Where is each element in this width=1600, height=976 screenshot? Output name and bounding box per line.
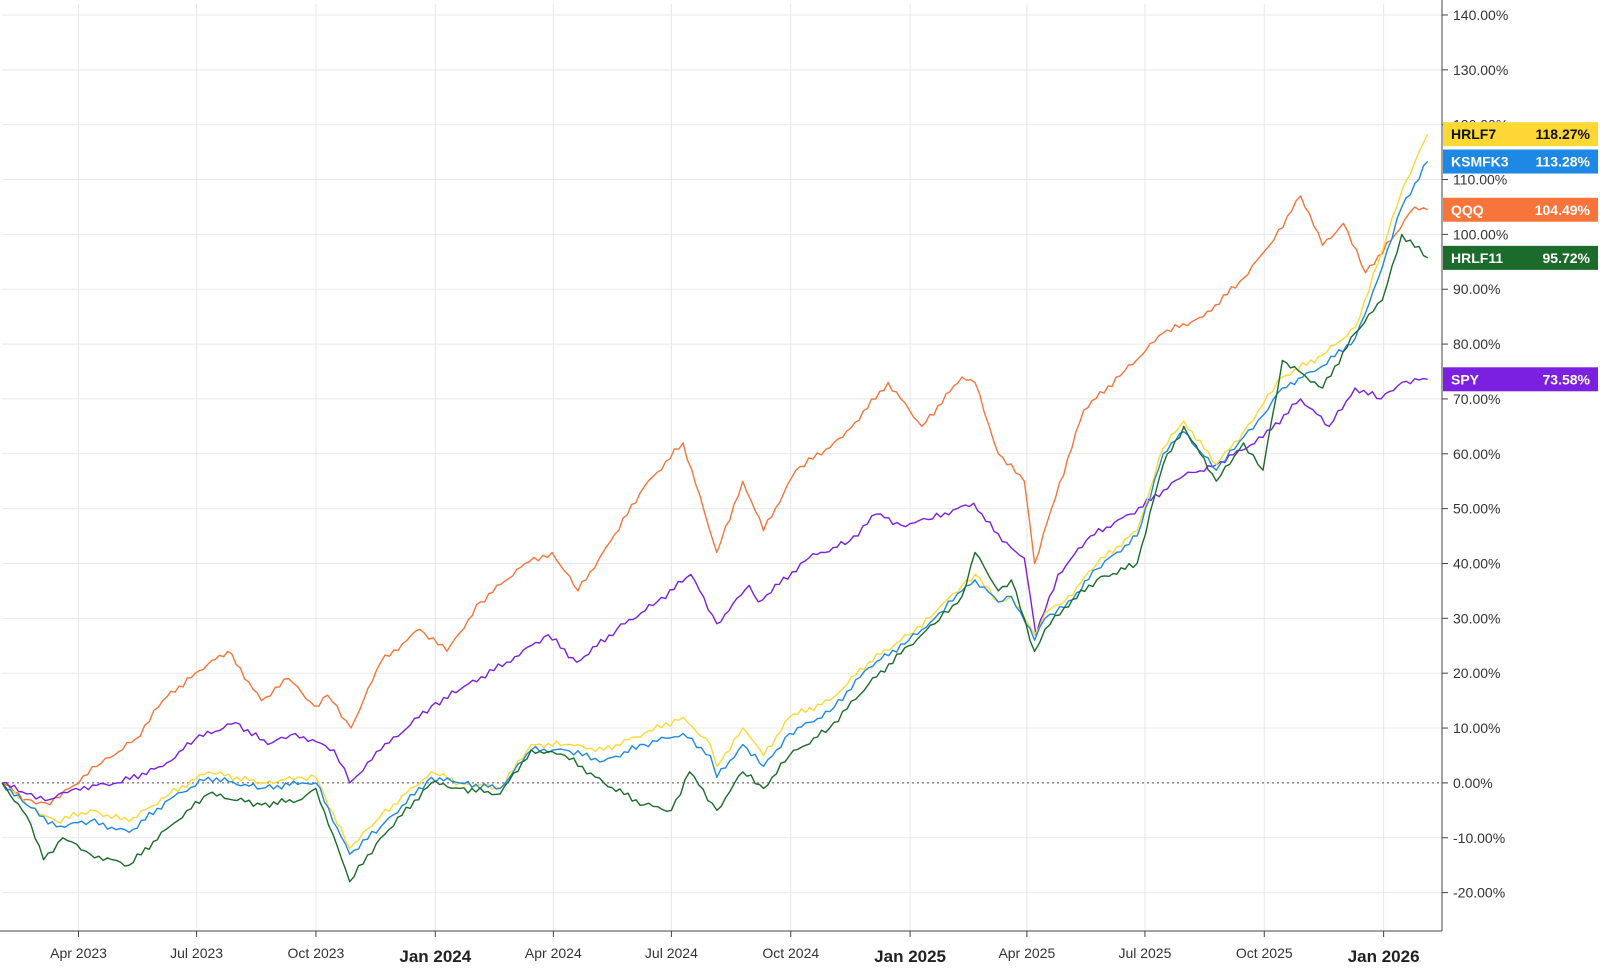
y-tick-label: 140.00% [1453, 7, 1508, 23]
series-line-qqq [1, 195, 1428, 806]
badge-background [1443, 245, 1598, 270]
badge-background [1443, 149, 1598, 174]
badge-background [1443, 367, 1598, 392]
y-tick-label: 130.00% [1453, 62, 1508, 78]
badge-background [1443, 197, 1598, 222]
y-tick-label: -10.00% [1453, 830, 1505, 846]
badge-value: 73.58% [1543, 371, 1591, 387]
y-tick-label: 30.00% [1453, 610, 1500, 626]
badge-series-name: QQQ [1451, 202, 1484, 218]
series-line-hrlf11 [1, 233, 1429, 883]
series-line-ksmfk3 [1, 161, 1429, 855]
badge-value: 118.27% [1536, 126, 1591, 142]
y-tick-label: 70.00% [1453, 391, 1500, 407]
badge-series-name: HRLF7 [1451, 126, 1496, 142]
badge-series-name: SPY [1451, 371, 1480, 387]
x-tick-label: Apr 2023 [50, 945, 107, 961]
badge-series-name: KSMFK3 [1451, 154, 1509, 170]
series-line-hrlf7 [1, 133, 1429, 850]
badge-series-name: HRLF11 [1451, 250, 1503, 266]
x-tick-label: Jan 2025 [874, 947, 946, 966]
badge-value: 113.28% [1536, 154, 1591, 170]
y-tick-label: 50.00% [1453, 501, 1500, 517]
x-axis: Apr 2023 Jul 2023 Oct 2023 Jan 2024 Apr 2024… [50, 931, 1420, 966]
x-tick-label: Jul 2023 [170, 945, 223, 961]
y-tick-label: -20.00% [1453, 885, 1505, 901]
chart-grid [2, 4, 1442, 931]
x-tick-label: Oct 2025 [1236, 945, 1293, 961]
y-tick-label: 60.00% [1453, 446, 1500, 462]
x-tick-label: Jul 2024 [645, 945, 698, 961]
badge-spy: SPY 73.58% [1443, 367, 1598, 392]
x-tick-label: Jul 2025 [1118, 945, 1171, 961]
y-tick-label: 20.00% [1453, 665, 1500, 681]
y-tick-label: 110.00% [1453, 172, 1507, 188]
y-tick-label: 80.00% [1453, 336, 1500, 352]
last-value-badges: HRLF7 118.27% KSMFK3 113.28% QQQ 104.49% HRLF1… [1443, 122, 1598, 392]
x-tick-label: Apr 2025 [998, 945, 1055, 961]
y-tick-label: 0.00% [1453, 775, 1493, 791]
x-tick-label: Oct 2024 [762, 945, 819, 961]
x-tick-label: Oct 2023 [288, 945, 345, 961]
badge-qqq: QQQ 104.49% [1443, 197, 1598, 222]
badge-value: 95.72% [1543, 250, 1591, 266]
series-layer [1, 133, 1429, 883]
y-tick-label: 100.00% [1453, 226, 1508, 242]
x-tick-label: Jan 2026 [1348, 947, 1420, 966]
badge-hrlf11: HRLF11 95.72% [1443, 245, 1598, 270]
y-tick-label: 10.00% [1453, 720, 1500, 736]
badge-value: 104.49% [1535, 202, 1591, 218]
x-tick-label: Apr 2024 [525, 945, 582, 961]
y-tick-label: 40.00% [1453, 555, 1500, 571]
x-tick-label: Jan 2024 [399, 947, 471, 966]
badge-hrlf7: HRLF7 118.27% [1443, 122, 1598, 147]
badge-background [1443, 122, 1598, 147]
series-line-spy [1, 377, 1428, 802]
y-tick-label: 90.00% [1453, 281, 1500, 297]
badge-ksmfk3: KSMFK3 113.28% [1443, 149, 1598, 174]
